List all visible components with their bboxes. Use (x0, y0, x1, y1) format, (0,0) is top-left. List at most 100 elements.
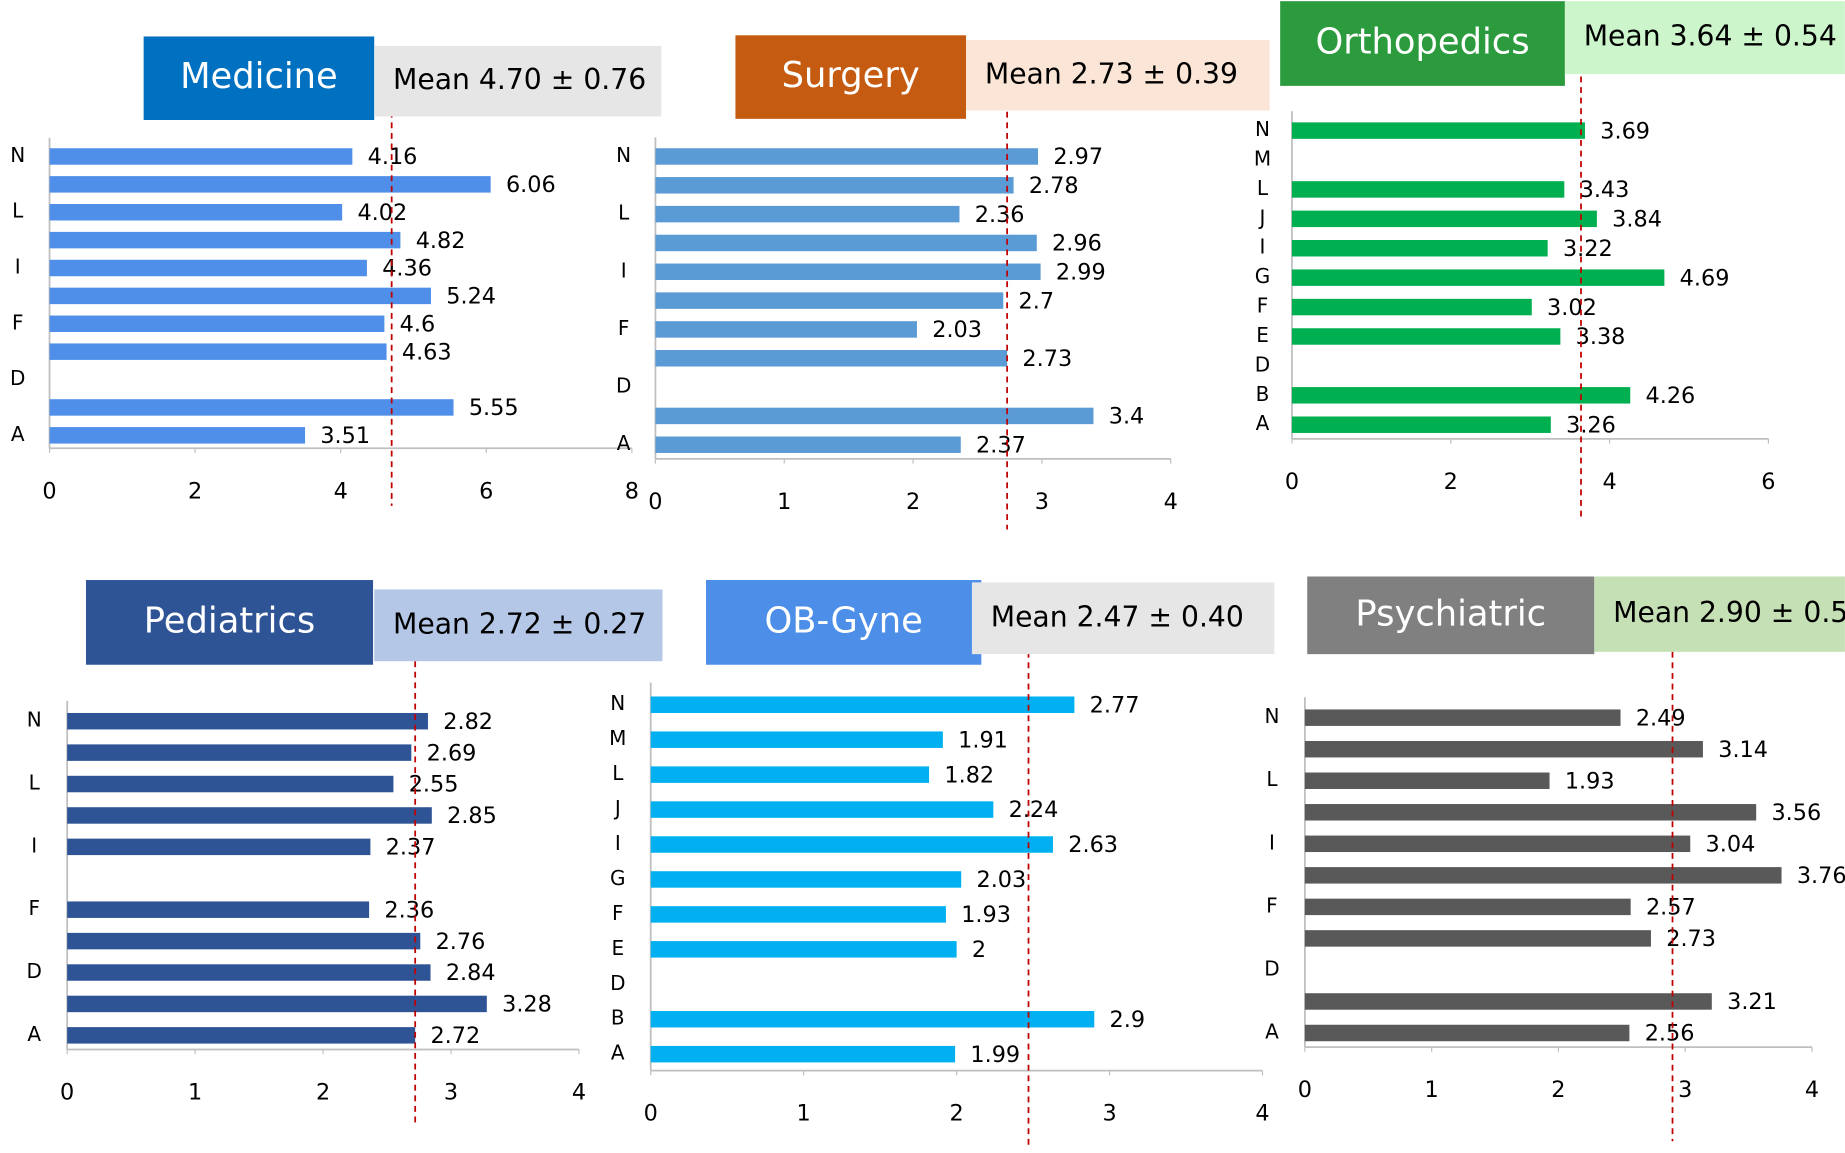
value-label: 2.63 (1068, 832, 1118, 858)
bar (49, 315, 385, 333)
value-label: 3.56 (1771, 800, 1821, 826)
x-tick-label: 2 (950, 1101, 964, 1127)
category-label: N (10, 143, 25, 167)
category-label: L (29, 771, 41, 795)
value-label: 4.63 (402, 339, 452, 365)
category-label: D (1264, 956, 1279, 980)
bar (1304, 740, 1703, 758)
bar (655, 177, 1014, 194)
bar (1291, 298, 1532, 316)
bar (655, 205, 960, 223)
x-tick-label: 3 (1035, 489, 1049, 515)
x-tick-label: 3 (1102, 1101, 1116, 1127)
bar (655, 234, 1037, 252)
value-label: 3.76 (1797, 863, 1845, 889)
category-label: L (1266, 767, 1278, 791)
bar (650, 696, 1075, 713)
category-label: B (611, 1006, 625, 1030)
value-label: 3.14 (1718, 737, 1768, 763)
mean-box (966, 40, 1270, 111)
value-label: 1.91 (958, 727, 1008, 753)
x-tick-label: 4 (1805, 1077, 1819, 1103)
bar (49, 427, 306, 444)
value-label: 3.21 (1727, 989, 1777, 1015)
bar (650, 906, 946, 923)
value-label: 2 (972, 937, 986, 963)
bar (1304, 835, 1691, 853)
category-label: I (31, 833, 37, 857)
value-label: 4.82 (416, 228, 466, 254)
category-label: F (612, 901, 624, 925)
category-label: F (12, 310, 24, 334)
panel: 0 1 2 3 4 N 2.82 2.69 L 2.55 2.85 I 2.37 F 2.362.76 D 2.… (27, 580, 663, 1124)
value-label: 3.04 (1706, 831, 1756, 857)
bar (1304, 898, 1631, 916)
bar (1304, 867, 1782, 884)
value-label: 2.03 (977, 867, 1027, 893)
value-label: 2.49 (1636, 705, 1686, 731)
bar (49, 148, 353, 165)
title-box (1280, 1, 1565, 86)
x-tick-label: 1 (188, 1079, 202, 1105)
value-label: 4.36 (382, 256, 432, 282)
title-box (735, 35, 967, 119)
bar (650, 1045, 956, 1063)
mean-label: Mean 2.47 ± 0.40 (991, 600, 1244, 633)
value-label: 2.24 (1009, 797, 1059, 823)
bar (650, 766, 930, 783)
bar (650, 801, 994, 818)
x-tick-label: 2 (906, 489, 920, 515)
bar (1291, 269, 1665, 286)
category-label: A (1265, 1019, 1279, 1043)
category-label: I (615, 831, 621, 855)
bar (1304, 993, 1712, 1010)
x-tick-label: 1 (777, 489, 791, 515)
bar (1304, 1024, 1630, 1042)
value-label: 2.82 (443, 709, 493, 735)
panel-title: Pediatrics (144, 600, 315, 641)
value-label: 3.51 (320, 423, 370, 449)
value-label: 2.78 (1029, 173, 1079, 199)
x-tick-label: 3 (1678, 1077, 1692, 1103)
value-label: 1.93 (961, 902, 1011, 928)
value-label: 2.85 (447, 803, 497, 829)
bar (655, 321, 917, 338)
bar (655, 292, 1004, 309)
x-tick-label: 2 (1551, 1077, 1565, 1103)
mean-label: Mean 2.73 ± 0.39 (985, 57, 1238, 90)
bar (1291, 122, 1585, 139)
category-label: F (618, 316, 630, 340)
bar (67, 744, 412, 761)
value-label: 3.22 (1563, 236, 1613, 262)
category-label: L (1257, 176, 1269, 200)
value-label: 2.96 (1052, 231, 1102, 257)
title-box (1307, 576, 1595, 655)
value-label: 2.55 (409, 772, 459, 798)
category-label: D (610, 971, 625, 995)
bar (67, 775, 394, 793)
bar (1304, 804, 1757, 821)
bar (49, 399, 454, 416)
value-label: 2.72 (430, 1023, 480, 1049)
mean-box (971, 582, 1275, 655)
x-tick-label: 1 (797, 1101, 811, 1127)
value-label: 4.69 (1680, 265, 1730, 291)
category-label: A (11, 422, 25, 446)
value-label: 3.4 (1109, 404, 1145, 430)
bar (1304, 930, 1651, 947)
category-label: G (1255, 264, 1271, 288)
category-label: L (618, 201, 630, 225)
x-tick-label: 4 (572, 1079, 586, 1105)
x-tick-label: 1 (1425, 1077, 1439, 1103)
value-label: 4.02 (357, 200, 407, 226)
category-label: L (612, 761, 624, 785)
bar (67, 838, 371, 856)
category-label: N (610, 691, 625, 715)
bar (650, 941, 957, 958)
category-label: D (1255, 352, 1270, 376)
panel: 0 1 2 3 4 N 2.97 2.78 L 2.36 2.96 I 2.992.7 F 2.03 2.73… (616, 35, 1270, 530)
x-tick-label: 6 (1761, 469, 1775, 495)
x-tick-label: 4 (1164, 489, 1178, 515)
